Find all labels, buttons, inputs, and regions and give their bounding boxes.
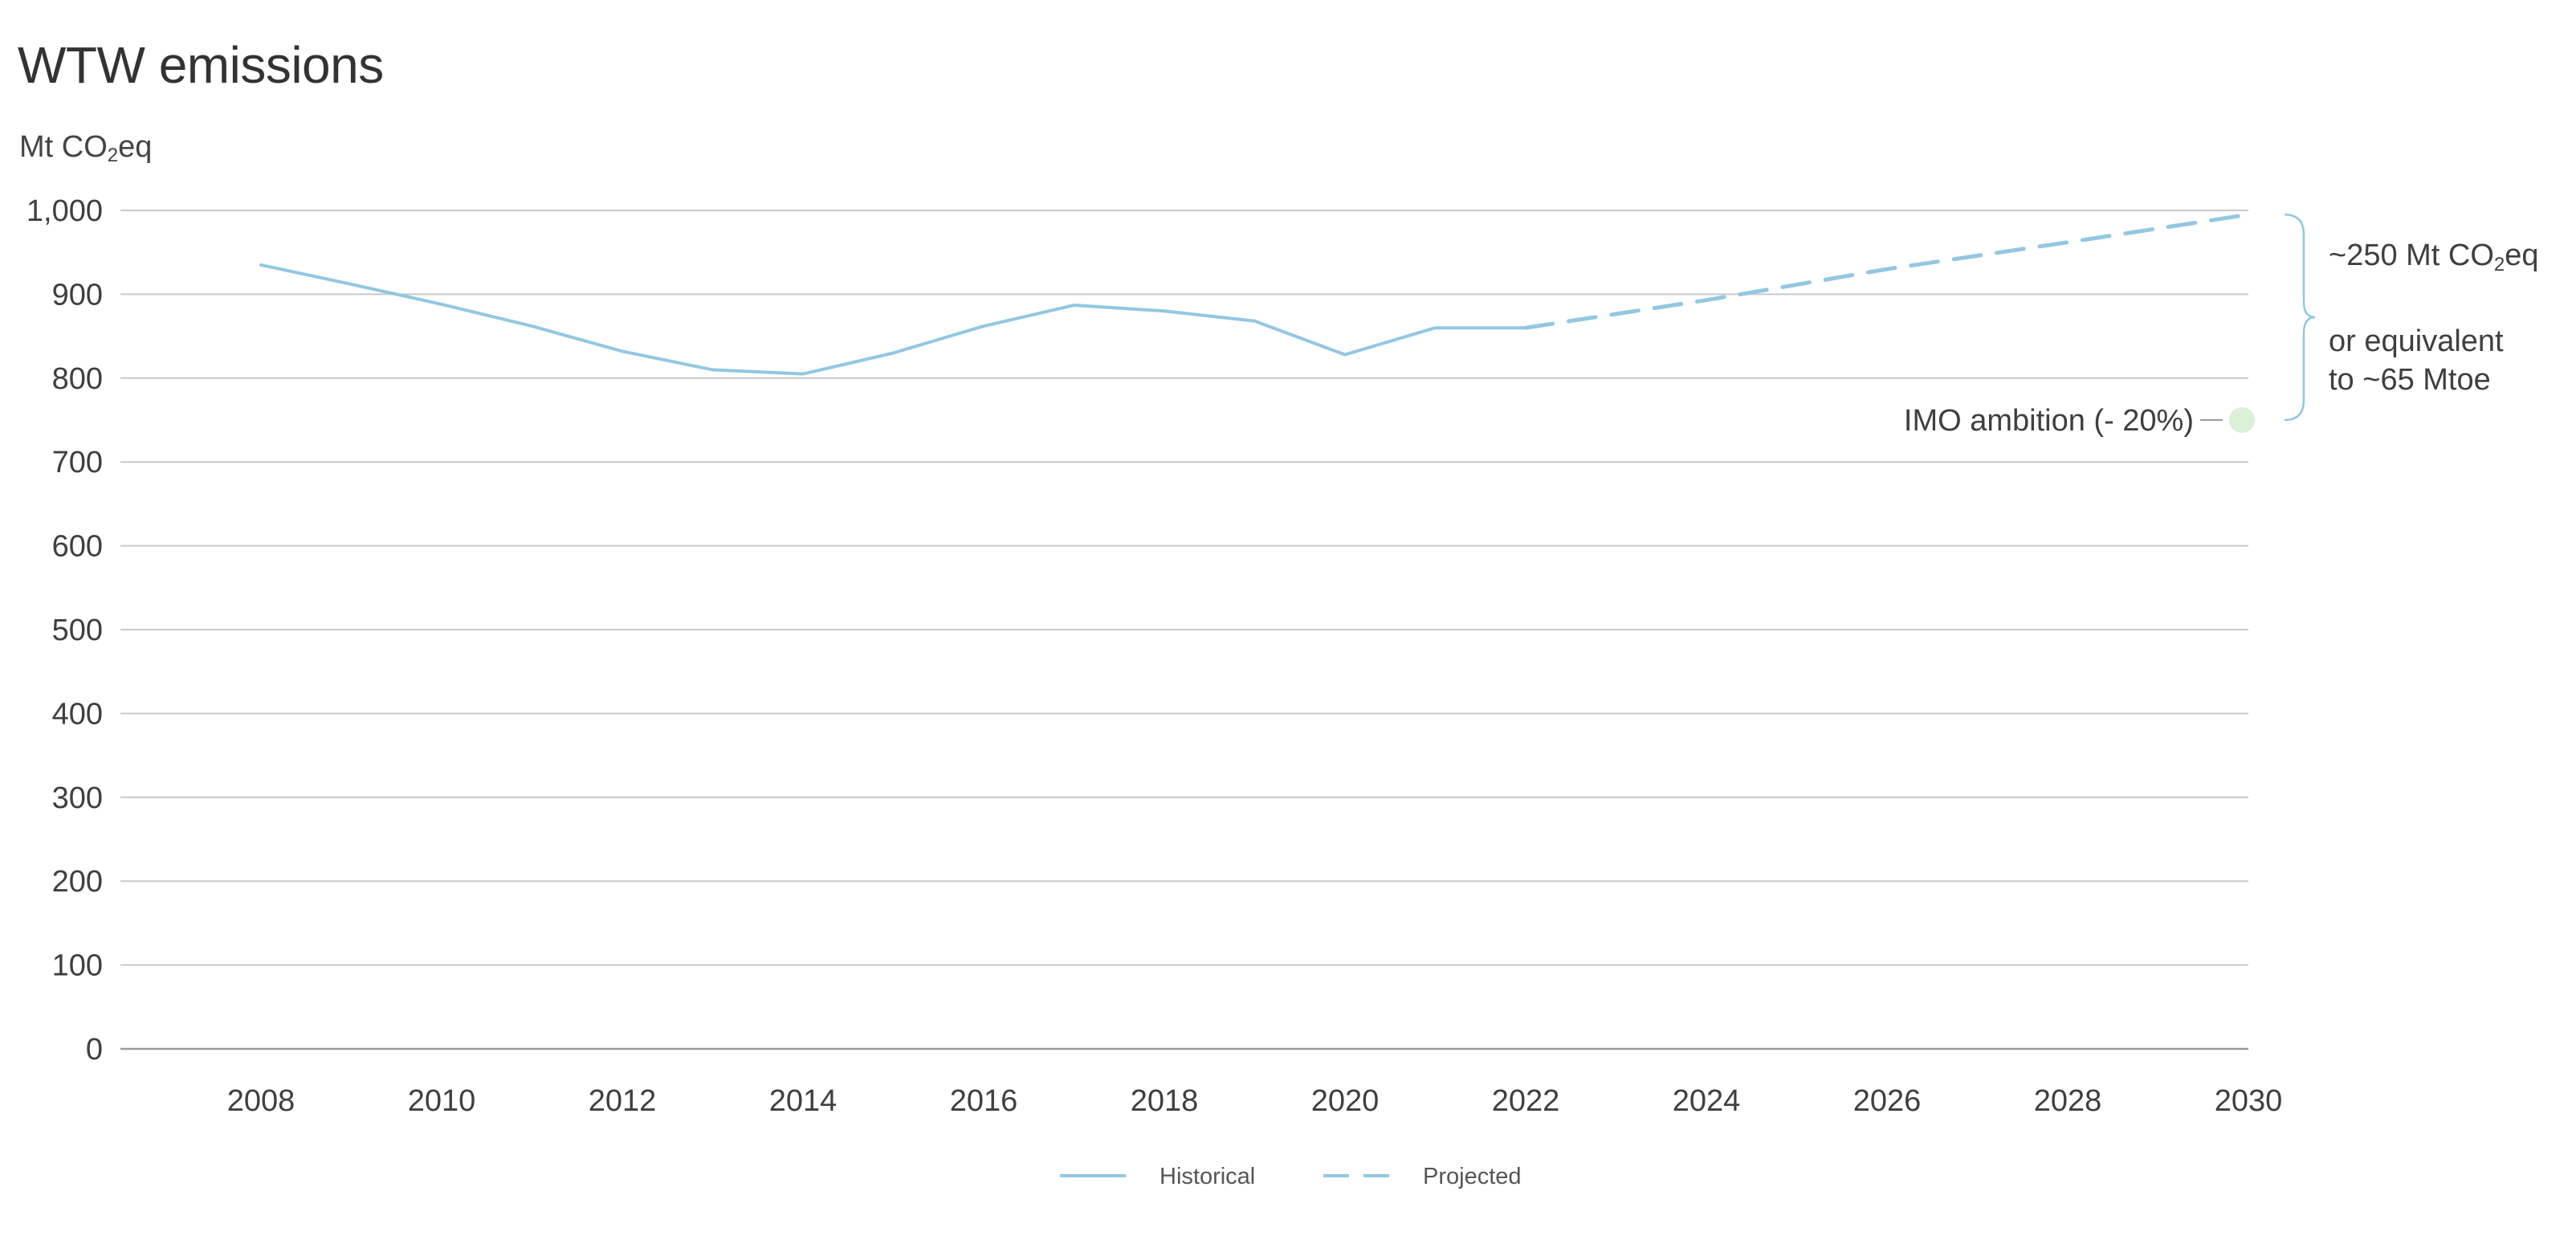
annotations: IMO ambition (- 20%) ~250 Mt CO2eq or equi… <box>1904 213 2539 438</box>
x-tick-label: 2014 <box>769 1084 838 1118</box>
target-dot <box>2229 407 2255 433</box>
legend-label-historical: Historical <box>1160 1164 1255 1189</box>
y-tick-label: 500 <box>52 614 103 647</box>
y-axis-unit-label: Mt CO2eq <box>19 130 152 167</box>
unit-main: Mt CO <box>19 130 108 164</box>
x-axis-ticks: 2008 2010 2012 2014 2016 2018 2020 2022 2024 2026… <box>227 1084 2283 1118</box>
unit-subscript: 2 <box>107 145 119 166</box>
series-line-historical <box>259 263 1527 376</box>
unit-tail: eq <box>118 130 153 164</box>
legend-label-projected: Projected <box>1423 1164 1522 1189</box>
gap-label-line2: or equivalent <box>2329 324 2504 358</box>
x-tick-label: 2026 <box>1853 1084 1922 1118</box>
x-tick-label: 2028 <box>2034 1084 2102 1118</box>
series-lines <box>259 212 2251 376</box>
gap-label-line3: to ~65 Mtoe <box>2329 363 2491 397</box>
target-label: IMO ambition (- 20%) <box>1904 404 2194 438</box>
series-line-projected <box>1523 212 2251 330</box>
x-tick-label: 2010 <box>408 1084 476 1118</box>
x-tick-label: 2022 <box>1492 1084 1560 1118</box>
chart-title: WTW emissions <box>18 36 384 94</box>
y-axis-ticks: 0 100 200 300 400 500 600 700 800 900 1,000 <box>26 194 103 1067</box>
x-tick-label: 2018 <box>1131 1084 1199 1118</box>
y-tick-label: 300 <box>52 781 103 815</box>
y-tick-label: 100 <box>52 949 103 983</box>
y-tick-label: 700 <box>52 446 103 479</box>
y-tick-label: 0 <box>86 1033 103 1067</box>
y-tick-label: 800 <box>52 362 103 396</box>
x-tick-label: 2020 <box>1311 1084 1380 1118</box>
x-tick-label: 2012 <box>589 1084 657 1118</box>
y-tick-label: 600 <box>52 530 103 564</box>
gap-label-line1: ~250 Mt CO2eq <box>2329 239 2539 275</box>
y-tick-label: 1,000 <box>26 194 103 228</box>
y-tick-label: 900 <box>52 278 103 312</box>
legend: Historical Projected <box>1060 1164 1522 1189</box>
gap-brace <box>2284 213 2316 422</box>
grid-lines <box>120 210 2248 1050</box>
x-tick-label: 2024 <box>1673 1084 1741 1118</box>
y-tick-label: 200 <box>52 865 103 899</box>
x-tick-label: 2008 <box>227 1084 296 1118</box>
y-tick-label: 400 <box>52 697 103 731</box>
x-tick-label: 2030 <box>2215 1084 2283 1118</box>
x-tick-label: 2016 <box>950 1084 1018 1118</box>
